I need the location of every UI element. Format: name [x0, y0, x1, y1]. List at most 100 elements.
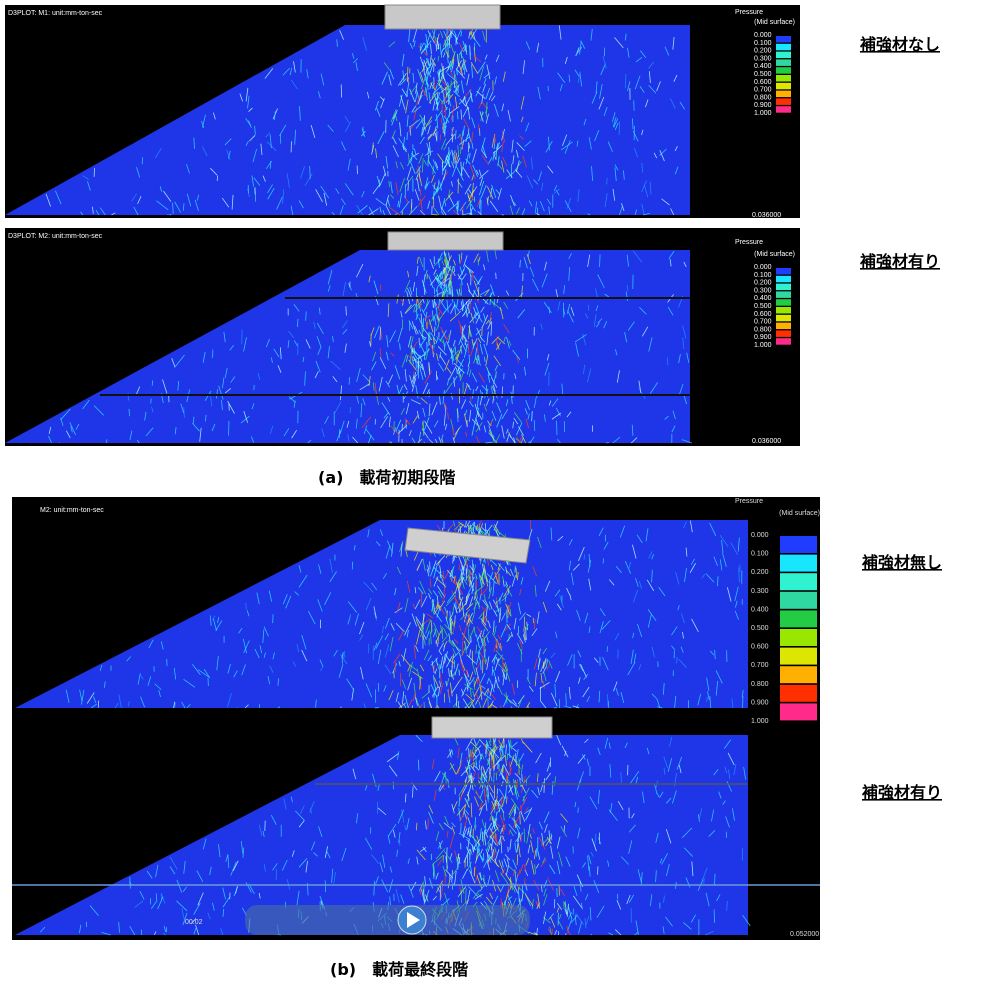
legend-swatch	[776, 284, 791, 291]
side-label: 補強材無し	[861, 553, 942, 572]
crack	[496, 273, 497, 279]
legend-value: 0.800	[754, 94, 772, 101]
figure: 補強材なし 補強材有り (a) 載荷初期段階 補強材無し 補強材有り (b) 載…	[0, 0, 986, 992]
crack	[515, 806, 516, 814]
legend-value: 0.600	[754, 79, 772, 86]
sim-time: 0.052000	[790, 931, 819, 938]
legend-value: 0.200	[751, 569, 769, 576]
legend-value: 0.500	[754, 303, 772, 310]
legend-value: 0.100	[754, 272, 772, 279]
sim-header: M2: unit:mm-ton-sec	[40, 507, 104, 514]
crack	[237, 707, 238, 708]
legend-title: Pressure	[735, 9, 763, 16]
playback-bar	[245, 905, 530, 935]
sim-header: D3PLOT: M1: unit:mm-ton-sec	[8, 10, 103, 17]
side-label: 補強材有り	[859, 252, 940, 271]
legend-value: 0.600	[754, 311, 772, 318]
legend-value: 0.400	[754, 295, 772, 302]
legend-subtitle: (Mid surface)	[754, 251, 795, 258]
legend-swatch	[780, 703, 817, 720]
legend-swatch	[780, 555, 817, 572]
legend-swatch	[776, 59, 791, 66]
legend-subtitle: (Mid surface)	[754, 19, 795, 26]
page: {"panel_a": { "top": {"header": "D3PLOT:…	[0, 0, 986, 992]
crack	[528, 705, 529, 708]
crack	[442, 162, 443, 168]
playback-time: 00:02	[185, 919, 203, 926]
legend-swatch	[776, 299, 791, 306]
sim-time: 0.036000	[752, 212, 781, 219]
legend-swatch	[776, 83, 791, 90]
crack	[156, 893, 157, 902]
crack	[151, 399, 152, 404]
crack	[715, 874, 716, 885]
crack	[481, 663, 482, 670]
legend-swatch	[776, 98, 791, 105]
crack	[519, 763, 520, 775]
crack	[399, 840, 400, 846]
legend-swatch	[776, 44, 791, 51]
crack	[129, 409, 130, 416]
legend-value: 0.400	[754, 63, 772, 70]
sim-time: 0.036000	[752, 438, 781, 445]
crack	[524, 829, 525, 843]
crack	[515, 566, 516, 573]
legend-swatch	[776, 67, 791, 74]
legend-value: 0.600	[751, 644, 769, 651]
legend-swatch	[780, 536, 817, 553]
legend-value: 0.300	[754, 287, 772, 294]
crack	[608, 701, 609, 708]
legend-value: 0.300	[751, 588, 769, 595]
caption: (a) 載荷初期段階	[318, 468, 455, 487]
crack	[473, 271, 474, 281]
legend-swatch	[780, 666, 817, 683]
legend-value: 0.100	[754, 40, 772, 47]
crack	[427, 274, 428, 279]
legend-swatch	[776, 91, 791, 98]
legend-swatch	[780, 629, 817, 646]
crack	[600, 255, 601, 267]
crack	[482, 774, 483, 783]
crack	[424, 442, 425, 443]
crack	[141, 930, 142, 935]
legend-value: 0.200	[754, 280, 772, 287]
footing	[385, 5, 500, 29]
crack	[461, 253, 462, 260]
legend-swatch	[776, 330, 791, 337]
legend-value: 0.900	[754, 334, 772, 341]
crack	[346, 306, 347, 315]
legend-value: 0.000	[751, 532, 769, 539]
footing	[432, 717, 552, 738]
legend-value: 0.000	[754, 264, 772, 271]
crack	[524, 617, 525, 630]
legend-value: 1.000	[754, 342, 772, 349]
crack	[497, 788, 498, 794]
legend-swatch	[776, 276, 791, 283]
legend-swatch	[776, 315, 791, 322]
legend-swatch	[776, 36, 791, 43]
crack	[608, 694, 609, 706]
legend-swatch	[780, 573, 817, 590]
legend-subtitle: (Mid surface)	[779, 510, 820, 517]
legend-swatch	[776, 307, 791, 314]
crack	[421, 592, 422, 605]
legend-value: 0.900	[751, 699, 769, 706]
legend-value: 0.700	[754, 87, 772, 94]
legend-value: 0.900	[754, 102, 772, 109]
legend-title: Pressure	[735, 498, 763, 505]
crack	[500, 598, 501, 604]
crack	[310, 166, 311, 179]
legend-value: 0.500	[754, 71, 772, 78]
legend-swatch	[776, 52, 791, 59]
crack	[412, 787, 413, 798]
legend-swatch	[780, 592, 817, 609]
crack	[520, 812, 521, 825]
crack	[417, 298, 418, 305]
crack	[130, 877, 131, 888]
side-label: 補強材なし	[859, 35, 940, 54]
sim-header: D3PLOT: M2: unit:mm-ton-sec	[8, 233, 103, 240]
legend-value: 0.800	[754, 326, 772, 333]
legend-swatch	[776, 323, 791, 330]
legend-title: Pressure	[735, 239, 763, 246]
side-label: 補強材有り	[861, 783, 942, 802]
